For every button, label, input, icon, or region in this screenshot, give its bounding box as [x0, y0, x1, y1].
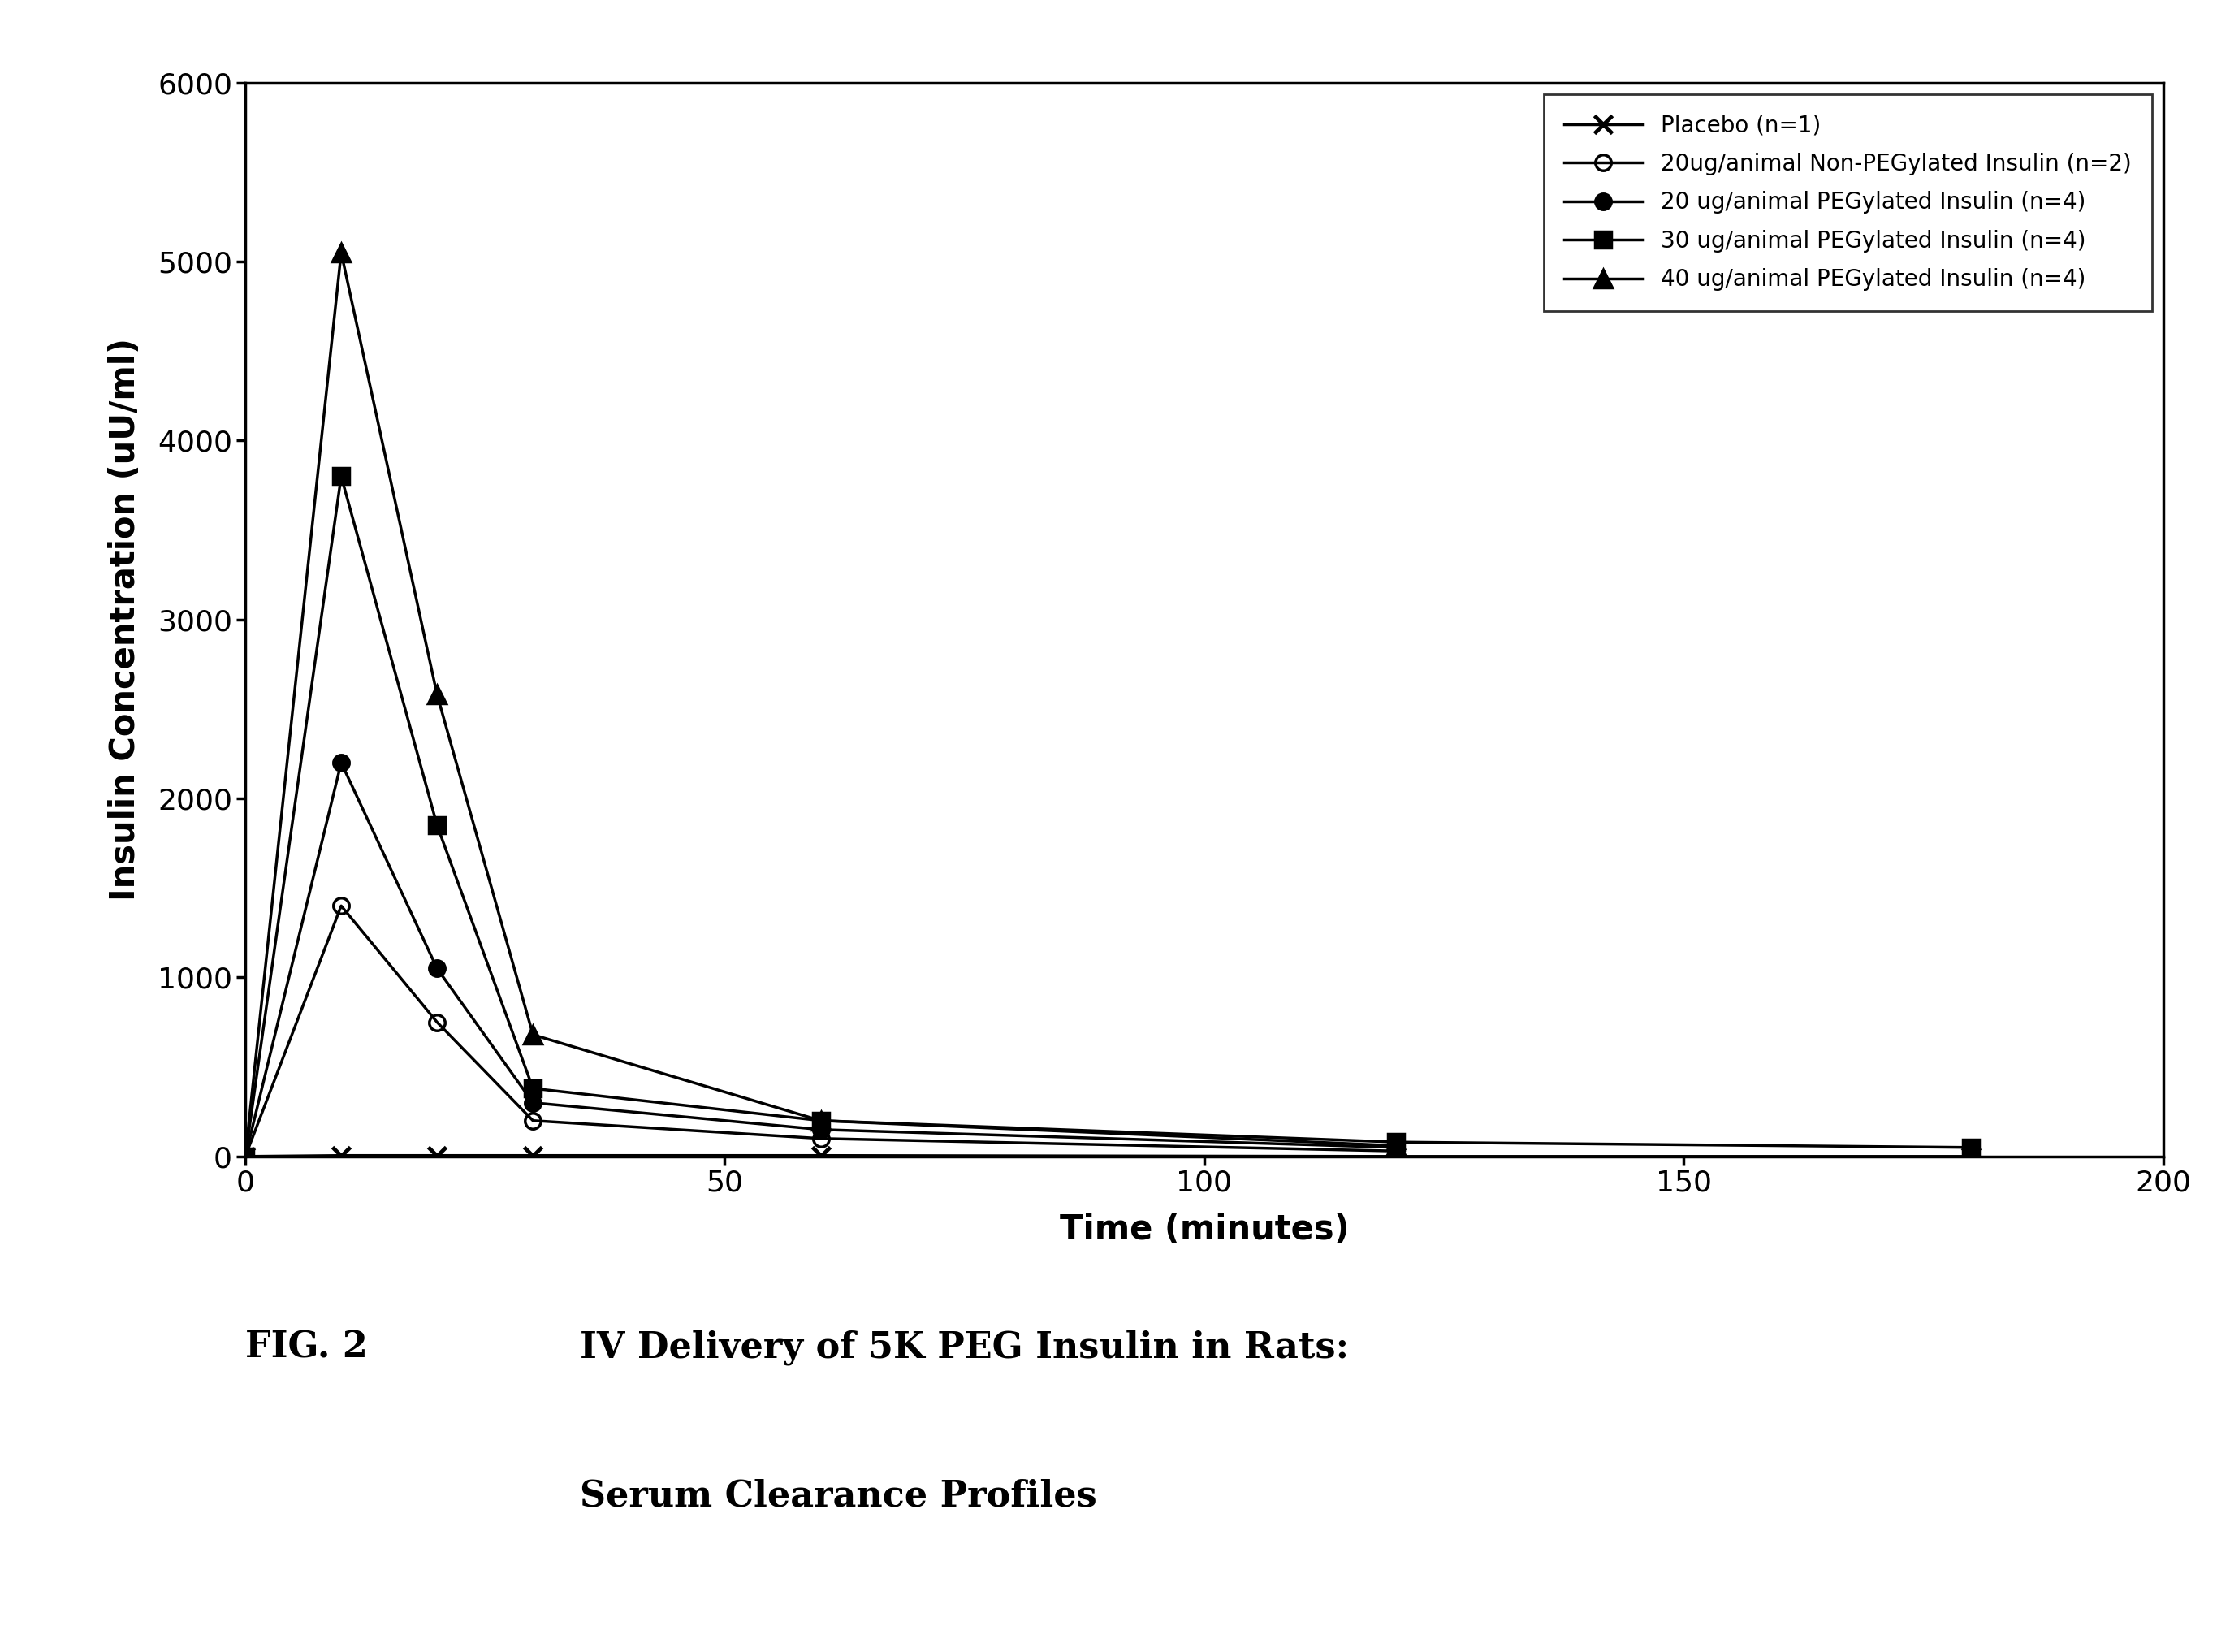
- 30 ug/animal PEGylated Insulin (n=4): [1958, 1138, 1985, 1158]
- Placebo (n=1): [1383, 1146, 1409, 1166]
- Placebo (n=1): [328, 1145, 355, 1165]
- Line: Placebo (n=1): Placebo (n=1): [236, 1146, 1980, 1165]
- Y-axis label: Insulin Concentration (uU/ml): Insulin Concentration (uU/ml): [107, 339, 143, 900]
- 30 ug/animal PEGylated Insulin (n=4): [520, 1079, 546, 1099]
- 30 ug/animal PEGylated Insulin (n=4): [807, 1110, 834, 1130]
- Placebo (n=1): [520, 1145, 546, 1165]
- 20ug/animal Non-PEGylated Insulin (n=2): [328, 895, 355, 915]
- Line: 20ug/animal Non-PEGylated Insulin (n=2): 20ug/animal Non-PEGylated Insulin (n=2): [236, 899, 1405, 1165]
- Line: 40 ug/animal PEGylated Insulin (n=4): 40 ug/animal PEGylated Insulin (n=4): [236, 243, 1405, 1165]
- Placebo (n=1): [1958, 1146, 1985, 1166]
- X-axis label: Time (minutes): Time (minutes): [1059, 1213, 1349, 1247]
- 20 ug/animal PEGylated Insulin (n=4): [232, 1146, 259, 1166]
- Placebo (n=1): [807, 1145, 834, 1165]
- 20ug/animal Non-PEGylated Insulin (n=2): [232, 1146, 259, 1166]
- 20ug/animal Non-PEGylated Insulin (n=2): [424, 1013, 450, 1032]
- 20ug/animal Non-PEGylated Insulin (n=2): [807, 1128, 834, 1148]
- 40 ug/animal PEGylated Insulin (n=4): [520, 1024, 546, 1044]
- 30 ug/animal PEGylated Insulin (n=4): [1383, 1132, 1409, 1151]
- Placebo (n=1): [424, 1145, 450, 1165]
- 40 ug/animal PEGylated Insulin (n=4): [424, 684, 450, 704]
- Legend: Placebo (n=1), 20ug/animal Non-PEGylated Insulin (n=2), 20 ug/animal PEGylated I: Placebo (n=1), 20ug/animal Non-PEGylated…: [1543, 94, 2152, 311]
- 40 ug/animal PEGylated Insulin (n=4): [1383, 1137, 1409, 1156]
- 20 ug/animal PEGylated Insulin (n=4): [807, 1120, 834, 1140]
- 30 ug/animal PEGylated Insulin (n=4): [328, 466, 355, 486]
- Text: Serum Clearance Profiles: Serum Clearance Profiles: [580, 1479, 1097, 1513]
- 40 ug/animal PEGylated Insulin (n=4): [328, 243, 355, 263]
- 40 ug/animal PEGylated Insulin (n=4): [807, 1110, 834, 1130]
- Placebo (n=1): [232, 1146, 259, 1166]
- 20 ug/animal PEGylated Insulin (n=4): [520, 1094, 546, 1113]
- 20 ug/animal PEGylated Insulin (n=4): [328, 753, 355, 773]
- 30 ug/animal PEGylated Insulin (n=4): [232, 1146, 259, 1166]
- Line: 20 ug/animal PEGylated Insulin (n=4): 20 ug/animal PEGylated Insulin (n=4): [236, 755, 1405, 1165]
- 20 ug/animal PEGylated Insulin (n=4): [1383, 1138, 1409, 1158]
- 40 ug/animal PEGylated Insulin (n=4): [232, 1146, 259, 1166]
- 30 ug/animal PEGylated Insulin (n=4): [424, 816, 450, 836]
- Line: 30 ug/animal PEGylated Insulin (n=4): 30 ug/animal PEGylated Insulin (n=4): [236, 469, 1980, 1165]
- 20 ug/animal PEGylated Insulin (n=4): [424, 958, 450, 978]
- Text: IV Delivery of 5K PEG Insulin in Rats:: IV Delivery of 5K PEG Insulin in Rats:: [580, 1330, 1349, 1365]
- 20ug/animal Non-PEGylated Insulin (n=2): [520, 1110, 546, 1130]
- 20ug/animal Non-PEGylated Insulin (n=2): [1383, 1142, 1409, 1161]
- Text: FIG. 2: FIG. 2: [245, 1330, 368, 1365]
